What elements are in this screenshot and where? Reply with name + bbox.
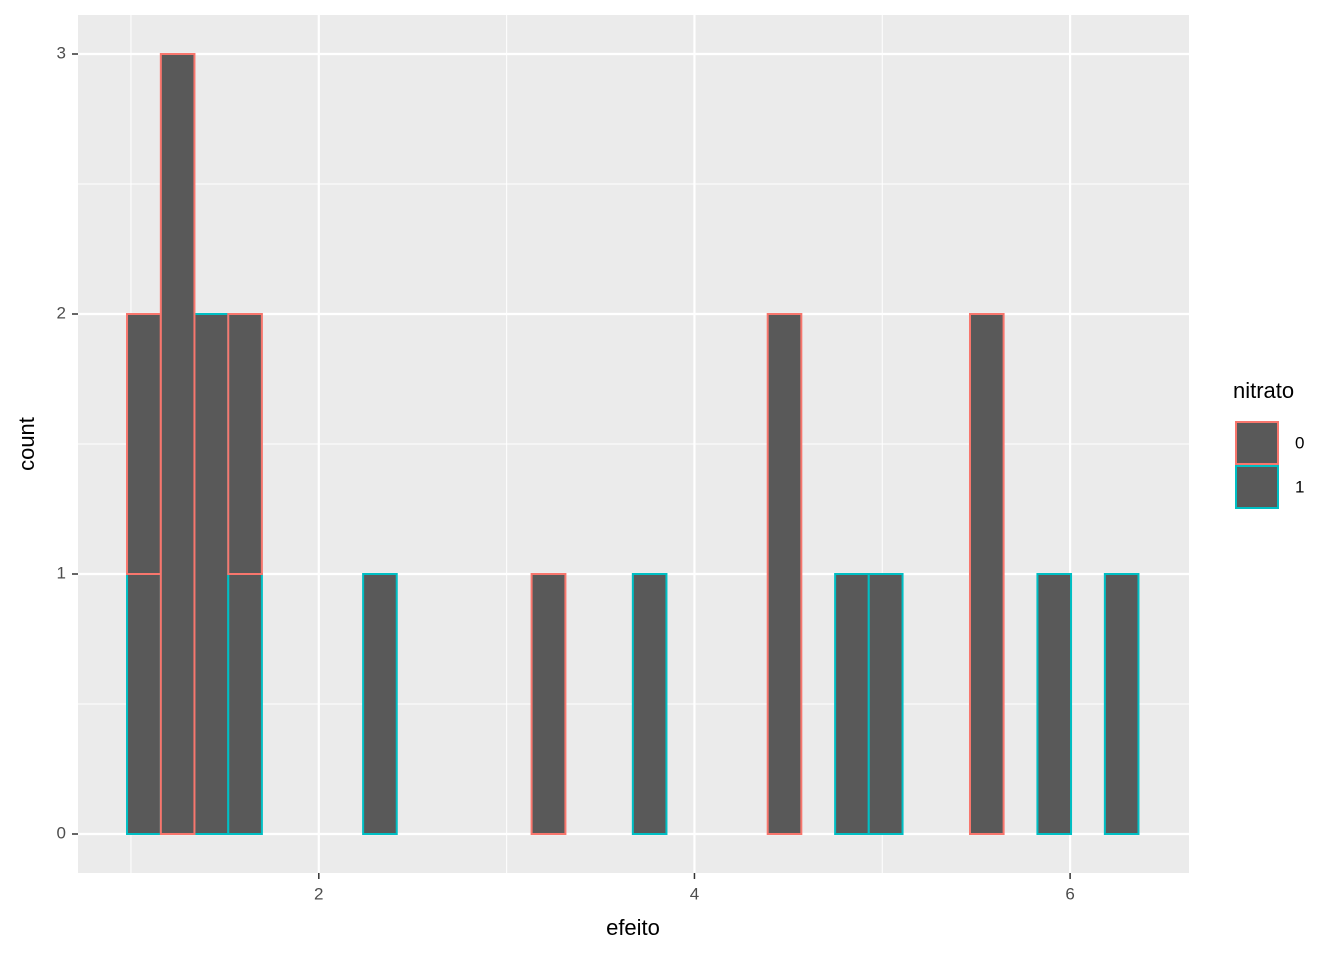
legend-key <box>1235 421 1279 465</box>
bar <box>834 573 870 835</box>
bar <box>631 573 668 835</box>
bar <box>530 573 567 835</box>
bar <box>1103 573 1140 835</box>
bar <box>968 313 1005 835</box>
y-tick-label: 2 <box>57 303 66 322</box>
legend-label: 1 <box>1295 477 1304 496</box>
x-tick-label: 2 <box>314 884 323 903</box>
bar <box>867 573 904 835</box>
y-axis-title: count <box>14 417 39 471</box>
x-tick-label: 4 <box>690 884 699 903</box>
x-tick-label: 6 <box>1065 884 1074 903</box>
y-tick-label: 1 <box>57 563 66 582</box>
legend-title: nitrato <box>1233 378 1294 403</box>
bar <box>766 313 803 835</box>
legend-key <box>1235 465 1279 509</box>
bar <box>227 573 263 835</box>
bar <box>126 313 162 575</box>
y-tick-label: 0 <box>57 823 66 842</box>
x-axis-title: efeito <box>606 915 660 940</box>
bar <box>1036 573 1073 835</box>
bar <box>159 53 196 835</box>
bar <box>362 573 398 835</box>
bar <box>126 573 162 835</box>
bar <box>193 313 230 835</box>
y-tick-label: 3 <box>57 43 66 62</box>
marks <box>126 53 1140 835</box>
bar <box>227 313 263 575</box>
legend-label: 0 <box>1295 433 1304 452</box>
